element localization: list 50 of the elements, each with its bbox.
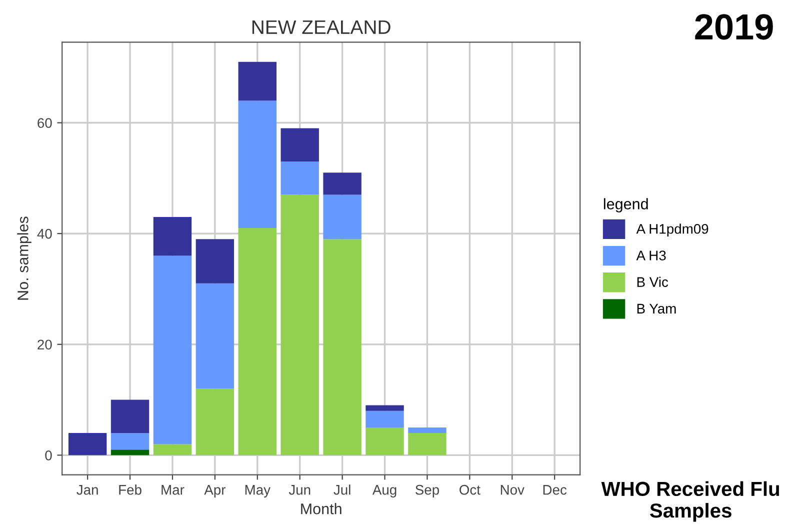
bar: [323, 239, 362, 456]
x-tick-label: Nov: [500, 485, 524, 495]
x-tick-label: Oct: [460, 484, 480, 495]
y-tick-label: 60: [38, 118, 52, 128]
bar: [280, 194, 319, 456]
bar: [110, 400, 150, 433]
bar: [408, 433, 446, 456]
x-tick-label: Jan: [76, 485, 98, 495]
x-tick-label: Jul: [334, 484, 350, 495]
bar: [196, 239, 234, 284]
bar: [280, 128, 319, 162]
bar: [366, 427, 404, 456]
bar: [280, 162, 319, 195]
bar: [238, 228, 276, 456]
bar: [238, 100, 276, 228]
chart-title: NEW ZEALAND: [252, 20, 390, 34]
bar: [408, 427, 446, 433]
x-tick-label: Mar: [162, 485, 184, 495]
bar: [110, 450, 150, 456]
bar: [196, 283, 234, 389]
x-axis-title: Month: [301, 503, 342, 514]
bar: [323, 194, 362, 240]
bar: [366, 410, 404, 428]
bar: [366, 405, 404, 411]
bar: [323, 172, 362, 195]
x-tick-label: Aug: [372, 485, 396, 498]
legend-label: A H1pdm09: [636, 224, 708, 237]
bar: [153, 256, 192, 444]
bar: [153, 216, 192, 256]
x-tick-label: Jun: [288, 485, 310, 495]
bar: [68, 433, 107, 456]
legend-label: B Vic: [637, 276, 668, 287]
x-tick-label: Apr: [204, 485, 226, 498]
legend-label: B Yam: [637, 304, 676, 314]
text: WHO Received Flu Samples: [601, 481, 780, 522]
y-tick-label: 20: [38, 340, 52, 350]
x-tick-label: Sep: [416, 484, 439, 498]
y-axis-title: No. samples: [17, 216, 32, 300]
legend-label: A H3: [636, 250, 666, 260]
y-tick-label: 40: [37, 228, 52, 239]
bar: [238, 62, 276, 101]
y-tick-label: 0: [45, 450, 52, 460]
bar: [153, 444, 192, 456]
x-tick-label: Dec: [543, 485, 567, 495]
bar: [110, 433, 150, 450]
text: 2019: [695, 14, 773, 40]
x-tick-label: May: [245, 485, 270, 498]
legend-title: legend: [604, 198, 648, 212]
bar: [196, 388, 234, 456]
x-tick-label: Feb: [119, 484, 142, 495]
